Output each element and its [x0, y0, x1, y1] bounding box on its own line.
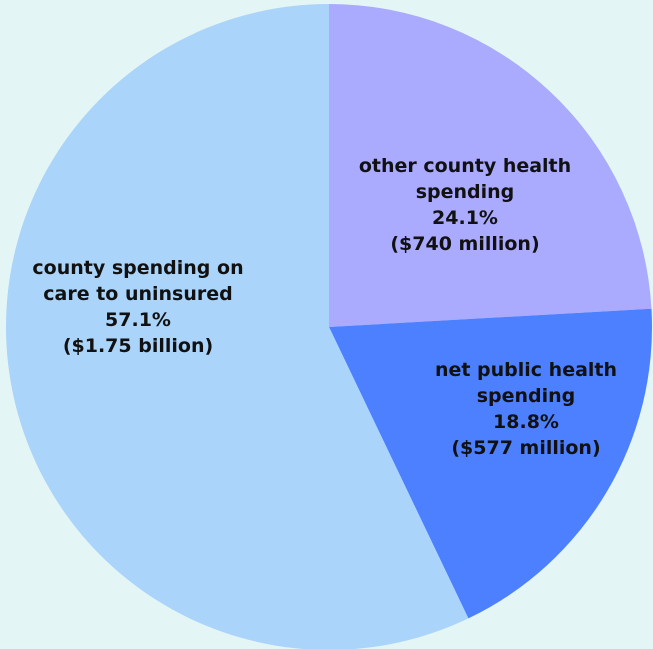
- slice-label-line: county spending on: [32, 257, 243, 279]
- slice-label-public: net public health spending 18.8% ($577 mill…: [435, 359, 617, 459]
- slice-label-line: spending: [477, 385, 576, 407]
- slice-label-uninsured: county spending on care to uninsured 57.1%…: [32, 257, 243, 357]
- pie-slice-uninsured: [6, 4, 469, 649]
- slice-label-line: spending: [416, 181, 515, 203]
- slice-label-line: net public health: [435, 359, 617, 381]
- slice-label-line: 57.1%: [105, 309, 171, 331]
- slice-label-line: other county health: [359, 155, 571, 177]
- pie-labels: other county health spending 24.1% ($740 mi…: [32, 155, 617, 459]
- pie-slices: [6, 4, 652, 649]
- slice-label-line: 18.8%: [493, 411, 559, 433]
- slice-label-line: ($1.75 billion): [63, 335, 213, 357]
- pie-slice-public: [329, 308, 652, 619]
- slice-label-line: care to uninsured: [43, 283, 233, 305]
- slice-label-line: ($577 million): [451, 437, 600, 459]
- slice-label-line: ($740 million): [390, 233, 539, 255]
- slice-label-line: 24.1%: [432, 207, 498, 229]
- pie-slice-other: [329, 4, 652, 327]
- slice-label-other: other county health spending 24.1% ($740 mi…: [359, 155, 571, 255]
